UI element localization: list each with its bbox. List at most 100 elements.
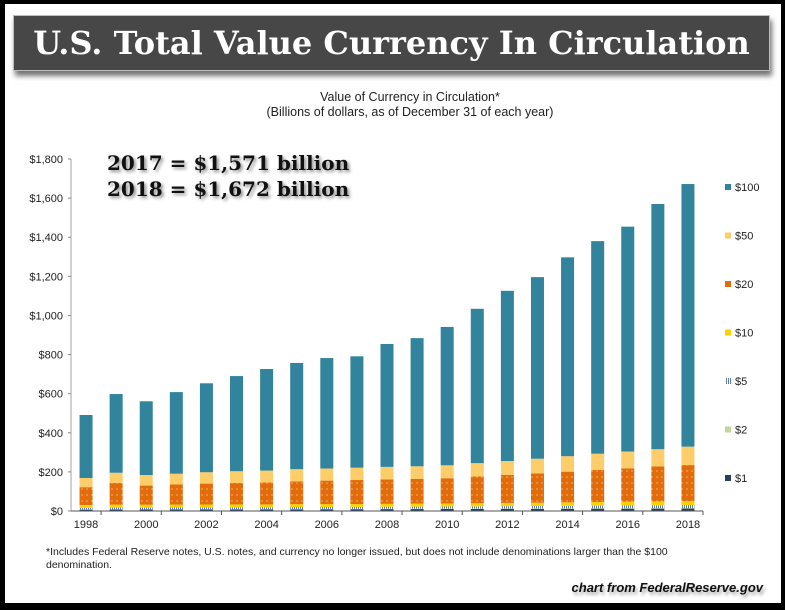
x-tick-label: 2004 — [254, 519, 278, 531]
legend-swatch-usd50 — [725, 232, 731, 239]
bar-segment-usd20-2010 — [440, 478, 454, 504]
bar-segment-usd50-2014 — [561, 456, 575, 472]
bar-segment-usd1-2007 — [350, 509, 364, 511]
bar-segment-usd50-2017 — [651, 449, 665, 467]
axes-group: $0 $200 $400 $600 $800 $1,000 $1,200 $1,400 $1,6… — [29, 154, 704, 531]
bar-segment-usd5-2003 — [230, 507, 244, 510]
bar-segment-usd5-2007 — [350, 506, 364, 509]
bar-segment-usd50-2018 — [681, 446, 695, 466]
bar-segment-usd5-2005 — [290, 507, 304, 509]
bar-segment-usd1-2017 — [651, 508, 665, 511]
bar-segment-usd10-1999 — [109, 504, 123, 508]
bar-segment-usd1-2013 — [530, 508, 544, 511]
bar-segment-usd5-2004 — [260, 507, 274, 510]
bar-segment-usd100-2012 — [500, 290, 514, 462]
bar-segment-usd50-2007 — [350, 467, 364, 481]
bar-segment-usd20-2008 — [380, 479, 394, 504]
bar-segment-usd10-2010 — [440, 503, 454, 507]
bar-segment-usd100-1999 — [109, 394, 123, 473]
bar-segment-usd5-2001 — [169, 507, 183, 510]
legend-label-usd50: $50 — [735, 231, 753, 243]
bar-segment-usd1-2010 — [440, 509, 454, 511]
bar-segment-usd20-2016 — [621, 468, 635, 502]
bar-segment-usd20-2005 — [290, 481, 304, 505]
legend-swatch-usd5 — [725, 378, 731, 384]
annotation-2018: 2018 = $1,672 billion — [107, 177, 350, 201]
bar-segment-usd5-2014 — [561, 505, 575, 509]
title-banner: U.S. Total Value Currency In Circulation — [13, 15, 770, 71]
legend: $100 $50 $20 $10 $5 $2 $1 — [725, 182, 759, 485]
bar-segment-usd10-1998 — [79, 504, 93, 508]
x-tick-label: 2014 — [555, 519, 579, 531]
y-tick-label: $1,200 — [29, 271, 63, 283]
bar-segment-usd100-2018 — [681, 184, 695, 447]
y-tick-label: $800 — [39, 350, 63, 362]
legend-swatch-usd20 — [725, 281, 731, 287]
x-tick-label: 2012 — [495, 519, 519, 531]
bar-segment-usd50-2011 — [470, 463, 484, 477]
bar-segment-usd5-2009 — [410, 506, 424, 509]
legend-label-usd20: $20 — [735, 279, 753, 291]
bar-segment-usd100-2003 — [230, 376, 244, 472]
chart-subtitle: (Billions of dollars, as of December 31 … — [266, 105, 554, 119]
bar-segment-usd100-1998 — [79, 414, 93, 478]
bar-segment-usd20-2009 — [410, 478, 424, 504]
bar-segment-usd1-2006 — [320, 509, 334, 511]
bar-segment-usd5-2015 — [591, 505, 605, 509]
legend-label-usd10: $10 — [735, 328, 753, 340]
bar-segment-usd20-2012 — [500, 474, 514, 503]
bar-segment-usd10-2011 — [470, 503, 484, 507]
bar-segment-usd100-2011 — [470, 308, 484, 464]
bar-segment-usd1-2012 — [500, 508, 514, 511]
x-tick-label: 2016 — [616, 519, 640, 531]
bar-segment-usd10-2013 — [530, 502, 544, 507]
legend-label-usd5: $5 — [735, 376, 747, 388]
bar-segment-usd5-2018 — [681, 505, 695, 509]
bar-segment-usd20-2014 — [561, 471, 575, 503]
bar-segment-usd10-2000 — [139, 504, 153, 508]
bar-segment-usd1-1998 — [79, 509, 93, 511]
bar-segment-usd50-2000 — [139, 475, 153, 486]
bar-segment-usd10-2001 — [169, 504, 183, 508]
bar-segment-usd50-2012 — [500, 461, 514, 475]
bar-segment-usd100-2017 — [651, 203, 665, 450]
bar-segment-usd10-2015 — [591, 502, 605, 506]
bar-segment-usd50-2008 — [380, 466, 394, 480]
bar-segment-usd10-2003 — [230, 504, 244, 508]
chart-title: Value of Currency in Circulation* — [320, 90, 500, 104]
bar-segment-usd1-2018 — [681, 508, 695, 511]
bar-segment-usd100-2008 — [380, 344, 394, 467]
bar-segment-usd20-1999 — [109, 482, 123, 505]
bar-segment-usd1-2016 — [621, 508, 635, 511]
x-tick-label: 2010 — [435, 519, 459, 531]
bar-segment-usd10-2009 — [410, 503, 424, 507]
y-tick-label: $1,800 — [29, 154, 63, 166]
bar-segment-usd1-1999 — [109, 509, 123, 511]
footnote: *Includes Federal Reserve notes, U.S. no… — [46, 546, 668, 571]
legend-label-usd100: $100 — [735, 182, 759, 194]
bar-segment-usd10-2016 — [621, 501, 635, 506]
bar-segment-usd50-1999 — [109, 472, 123, 483]
bar-segment-usd5-2006 — [320, 506, 334, 509]
bar-segment-usd5-2008 — [380, 506, 394, 509]
bar-segment-usd10-2004 — [260, 504, 274, 508]
x-tick-label: 2006 — [315, 519, 339, 531]
bar-segment-usd20-2002 — [199, 483, 213, 505]
y-tick-label: $1,600 — [29, 193, 63, 205]
bar-segment-usd20-2007 — [350, 480, 364, 505]
bar-segment-usd20-2000 — [139, 485, 153, 505]
bar-segment-usd10-2007 — [350, 504, 364, 507]
bar-segment-usd100-2001 — [169, 392, 183, 474]
bar-segment-usd50-2006 — [320, 468, 334, 481]
bar-segment-usd20-2006 — [320, 480, 334, 505]
bar-segment-usd20-2017 — [651, 466, 665, 502]
bar-segment-usd5-2016 — [621, 505, 635, 509]
y-tick-label: $0 — [51, 506, 63, 518]
bar-segment-usd5-2011 — [470, 506, 484, 509]
x-tick-label: 2008 — [375, 519, 399, 531]
bar-segment-usd5-2002 — [199, 507, 213, 510]
bar-segment-usd10-2012 — [500, 502, 514, 507]
x-tick-label: 1998 — [74, 519, 98, 531]
bar-segment-usd20-2013 — [530, 473, 544, 503]
bar-segment-usd5-2000 — [139, 507, 153, 510]
